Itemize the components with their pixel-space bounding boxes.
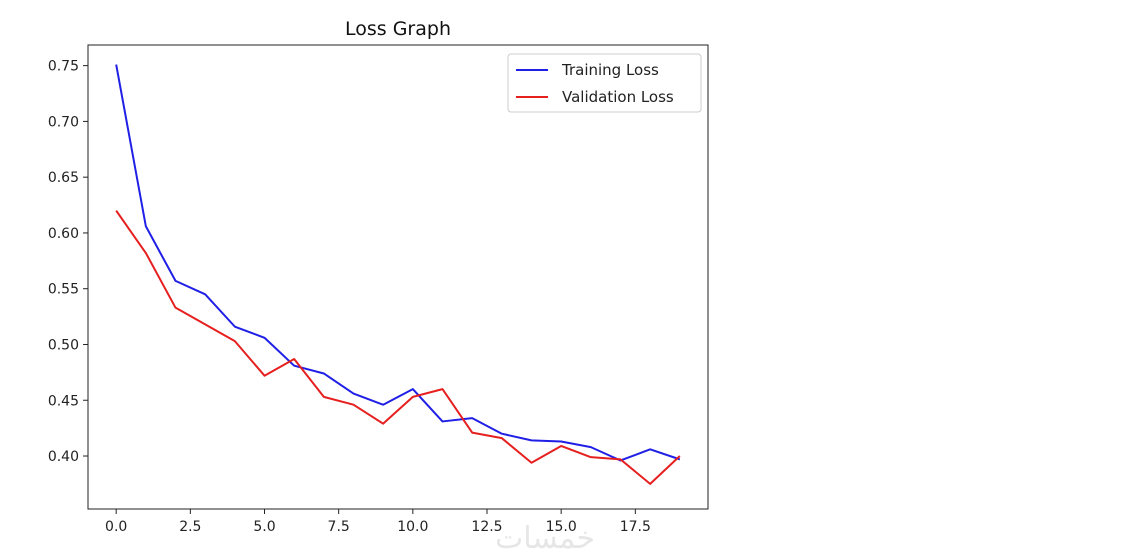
y-tick-label: 0.50 <box>48 337 79 353</box>
series-line-validation-loss <box>115 210 681 485</box>
x-axis: 0.0 2.5 5.0 7.5 10.0 12.5 15.0 17.5 <box>105 509 651 535</box>
legend: Training Loss Validation Loss <box>507 53 702 113</box>
chart-title: Loss Graph <box>345 18 451 40</box>
x-tick-label: 5.0 <box>253 519 275 535</box>
y-tick-label: 0.40 <box>48 449 79 465</box>
x-tick-label: 10.0 <box>397 519 428 535</box>
x-tick-label: 15.0 <box>546 519 577 535</box>
plot-frame <box>87 44 709 510</box>
y-axis: 0.40 0.45 0.50 0.55 0.60 0.65 0.70 0.75 <box>48 59 88 465</box>
x-tick-label: 7.5 <box>328 519 350 535</box>
series-layer <box>115 64 681 485</box>
y-tick-label: 0.55 <box>48 282 79 298</box>
series-line-training-loss <box>115 64 681 462</box>
legend-box <box>507 53 702 113</box>
y-tick-label: 0.65 <box>48 170 79 186</box>
y-tick-label: 0.45 <box>48 393 79 409</box>
legend-label: Validation Loss <box>562 88 674 106</box>
x-tick-label: 2.5 <box>179 519 201 535</box>
y-tick-label: 0.70 <box>48 114 79 130</box>
y-tick-label: 0.60 <box>48 226 79 242</box>
x-tick-label: 0.0 <box>105 519 127 535</box>
y-tick-label: 0.75 <box>48 59 79 75</box>
x-tick-label: 12.5 <box>471 519 502 535</box>
x-tick-label: 17.5 <box>620 519 651 535</box>
watermark-text: خمسات <box>495 521 595 556</box>
legend-label: Training Loss <box>561 61 659 79</box>
